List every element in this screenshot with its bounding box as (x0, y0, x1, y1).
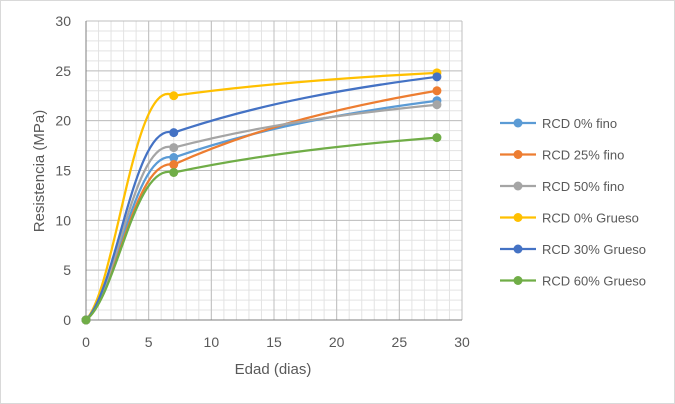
data-point (169, 160, 179, 170)
legend-marker (513, 181, 523, 191)
data-point (432, 72, 442, 82)
legend-marker (513, 244, 523, 254)
legend-marker (513, 213, 523, 222)
legend-label: RCD 0% Grueso (542, 211, 639, 226)
axes (85, 21, 462, 321)
x-axis-title: Edad (dias) (235, 361, 312, 378)
legend-marker (513, 118, 523, 128)
x-tick-labels: 0 5 10 15 20 25 30 (82, 334, 470, 350)
x-tick-label: 30 (454, 334, 470, 350)
y-tick-label: 10 (55, 212, 71, 228)
x-tick-label: 5 (145, 334, 153, 350)
data-point (81, 315, 91, 325)
y-tick-label: 0 (63, 312, 71, 328)
data-point (432, 133, 442, 143)
y-tick-label: 15 (55, 163, 71, 179)
data-point (169, 143, 179, 153)
x-tick-label: 20 (329, 334, 345, 350)
series-points (81, 68, 442, 325)
data-point (432, 86, 442, 96)
legend-label: RCD 30% Grueso (542, 242, 646, 257)
y-tick-label: 25 (55, 63, 71, 79)
x-tick-label: 25 (392, 334, 408, 350)
x-tick-label: 15 (266, 334, 282, 350)
y-tick-label: 30 (55, 13, 71, 29)
legend-label: RCD 50% fino (542, 179, 624, 194)
data-point (169, 167, 179, 177)
data-point (432, 100, 442, 110)
x-tick-label: 0 (82, 334, 90, 350)
legend-label: RCD 60% Grueso (542, 274, 646, 289)
y-axis-title: Resistencia (MPa) (31, 110, 48, 233)
x-tick-label: 10 (204, 334, 220, 350)
data-point (169, 128, 179, 138)
legend-label: RCD 25% fino (542, 148, 624, 163)
data-point (169, 153, 179, 163)
legend-label: RCD 0% fino (542, 116, 617, 131)
y-tick-label: 5 (63, 262, 71, 278)
gridlines (86, 20, 463, 320)
y-tick-label: 20 (55, 113, 71, 129)
legend-marker (513, 150, 523, 159)
legend: RCD 0% fino RCD 25% fino RCD 50% fino RCD 0… (500, 116, 646, 289)
y-tick-labels: 0 5 10 15 20 25 30 (55, 13, 71, 328)
data-point (169, 91, 179, 101)
legend-marker (513, 276, 523, 285)
